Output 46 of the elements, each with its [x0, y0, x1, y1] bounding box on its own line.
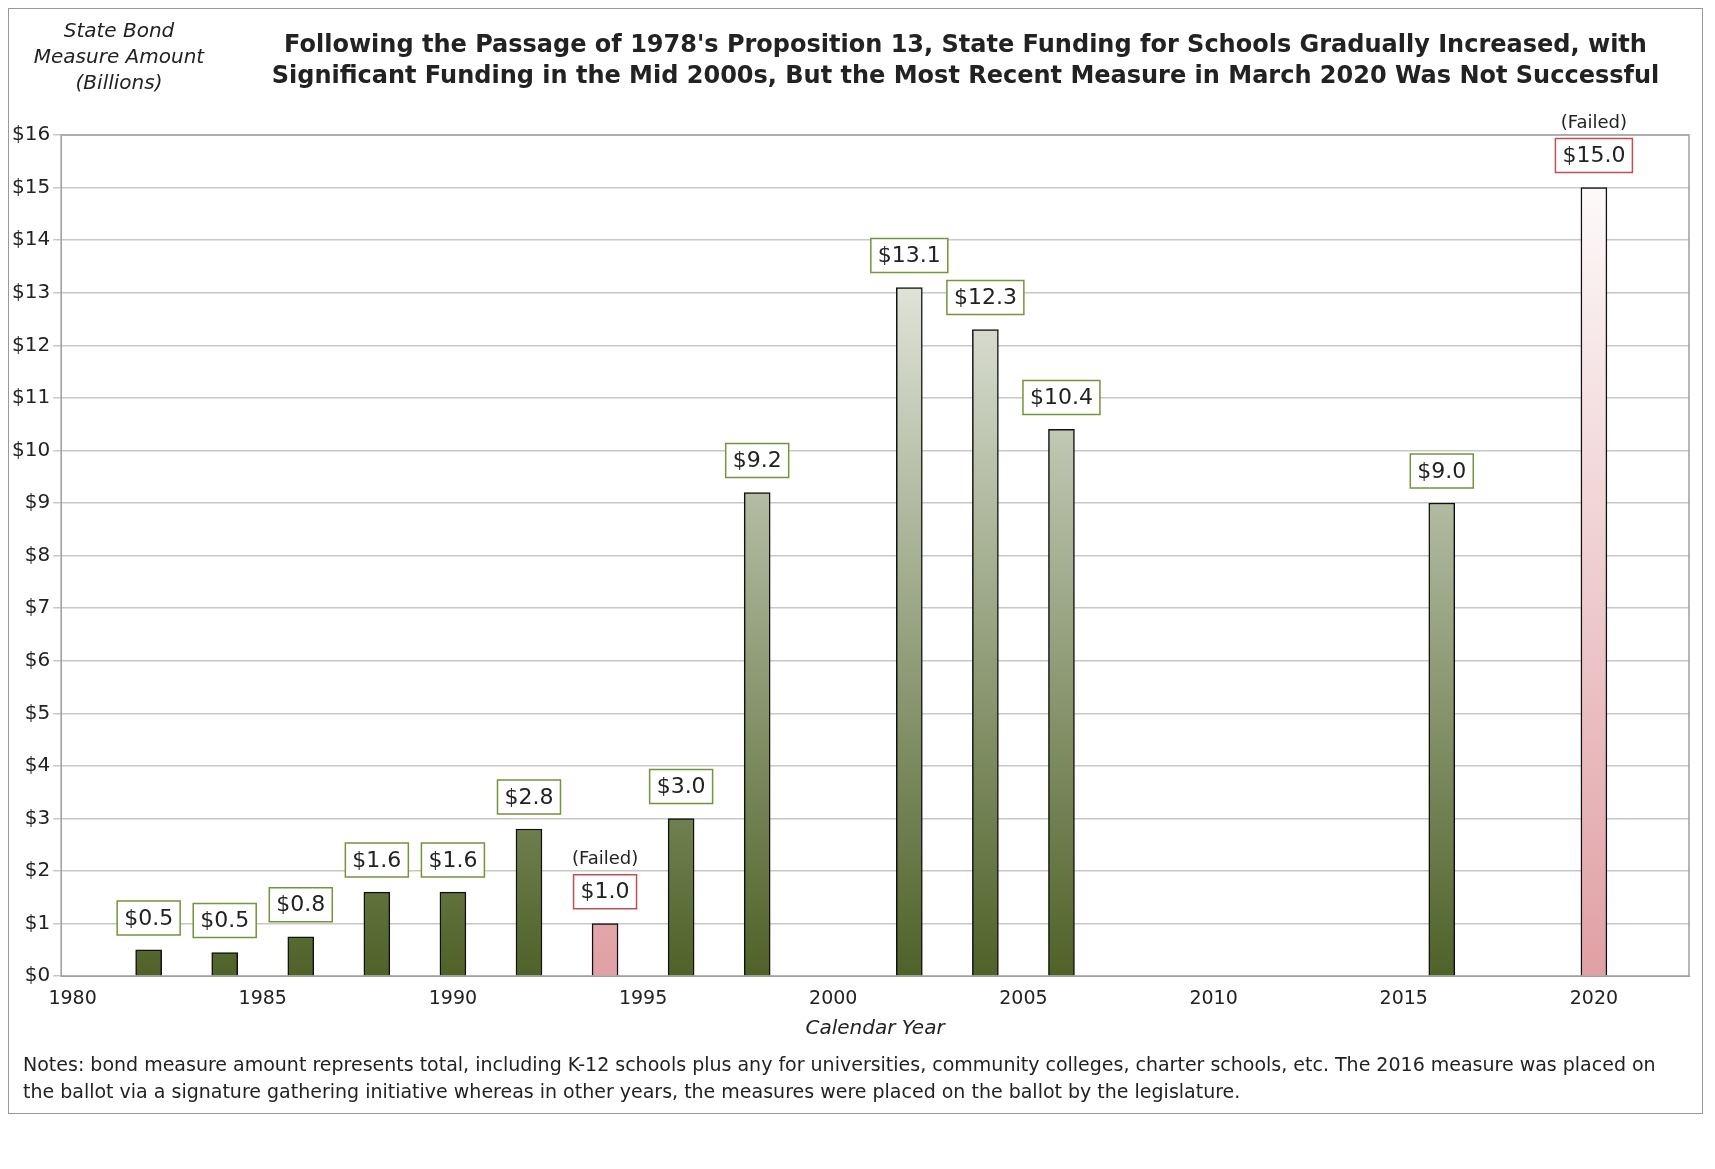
data-label: $15.0 — [1562, 142, 1626, 168]
x-tick-label: 1980 — [48, 985, 97, 1008]
y-tick-label: $8 — [24, 541, 51, 566]
data-label: $12.3 — [953, 284, 1017, 310]
data-label: $2.8 — [504, 783, 554, 809]
y-tick-label: $0 — [24, 962, 51, 987]
x-tick-label: 2020 — [1569, 985, 1619, 1008]
data-label: $9.0 — [1417, 457, 1467, 483]
annotation: (Failed) — [571, 847, 639, 869]
y-tick-label: $13 — [11, 278, 51, 303]
y-tick-label: $6 — [24, 646, 51, 671]
y-tick-label: $7 — [24, 594, 51, 619]
data-label: $1.0 — [580, 878, 630, 904]
x-axis-title: Calendar Year — [805, 1015, 947, 1040]
y-tick-label: $5 — [24, 699, 51, 724]
text: (Failed) — [1560, 111, 1628, 133]
data-label: $0.5 — [200, 907, 250, 933]
chart-title: Following the Passage of 1978's Proposition 13, State Funding for Schools Gradually Increased, with Significant Funding in the Mid 2000s, But the Most Recent Measure in March 2020 Was Not Successful — [270, 29, 1661, 91]
data-label: $13.1 — [877, 242, 941, 268]
data-label: $3.0 — [656, 773, 706, 799]
x-tick-label: 2010 — [1189, 985, 1238, 1008]
x-tick-label: 2005 — [999, 985, 1048, 1008]
y-axis-title: State Bond Measure Amount (Billions) — [32, 17, 206, 95]
x-tick-label: 2015 — [1379, 985, 1428, 1008]
y-tick-label: $15 — [11, 173, 51, 198]
data-label: $0.8 — [276, 891, 326, 917]
x-tick-label: 1995 — [618, 985, 668, 1008]
x-tick-label: 1985 — [238, 985, 287, 1008]
data-label: $10.4 — [1029, 384, 1093, 410]
data-label: $9.2 — [732, 447, 782, 473]
y-tick-label: $3 — [24, 804, 51, 829]
x-tick-label: 2000 — [809, 985, 858, 1008]
y-tick-label: $1 — [24, 909, 51, 934]
y-tick-label: $11 — [11, 384, 51, 409]
data-label: $1.6 — [352, 846, 402, 872]
x-tick-label: 1990 — [428, 985, 478, 1008]
y-tick-label: $4 — [24, 752, 51, 777]
text: Notes: bond measure amount represents total, including K-12 schools plus any for universities, community colleges, charter schools, etc. The 2016 measure was placed on the ballot via a signature gathering initiative whereas in other years, the measures were placed on the ballot by the legislature. — [22, 1052, 1657, 1104]
y-tick-label: $14 — [11, 226, 51, 251]
y-tick-label: $2 — [24, 857, 51, 882]
y-tick-label: $9 — [24, 489, 51, 514]
data-label: $0.5 — [124, 904, 174, 930]
y-tick-label: $12 — [11, 331, 51, 356]
y-tick-label: $10 — [11, 436, 51, 461]
data-label: $1.6 — [428, 846, 478, 872]
y-tick-label: $16 — [11, 121, 51, 146]
